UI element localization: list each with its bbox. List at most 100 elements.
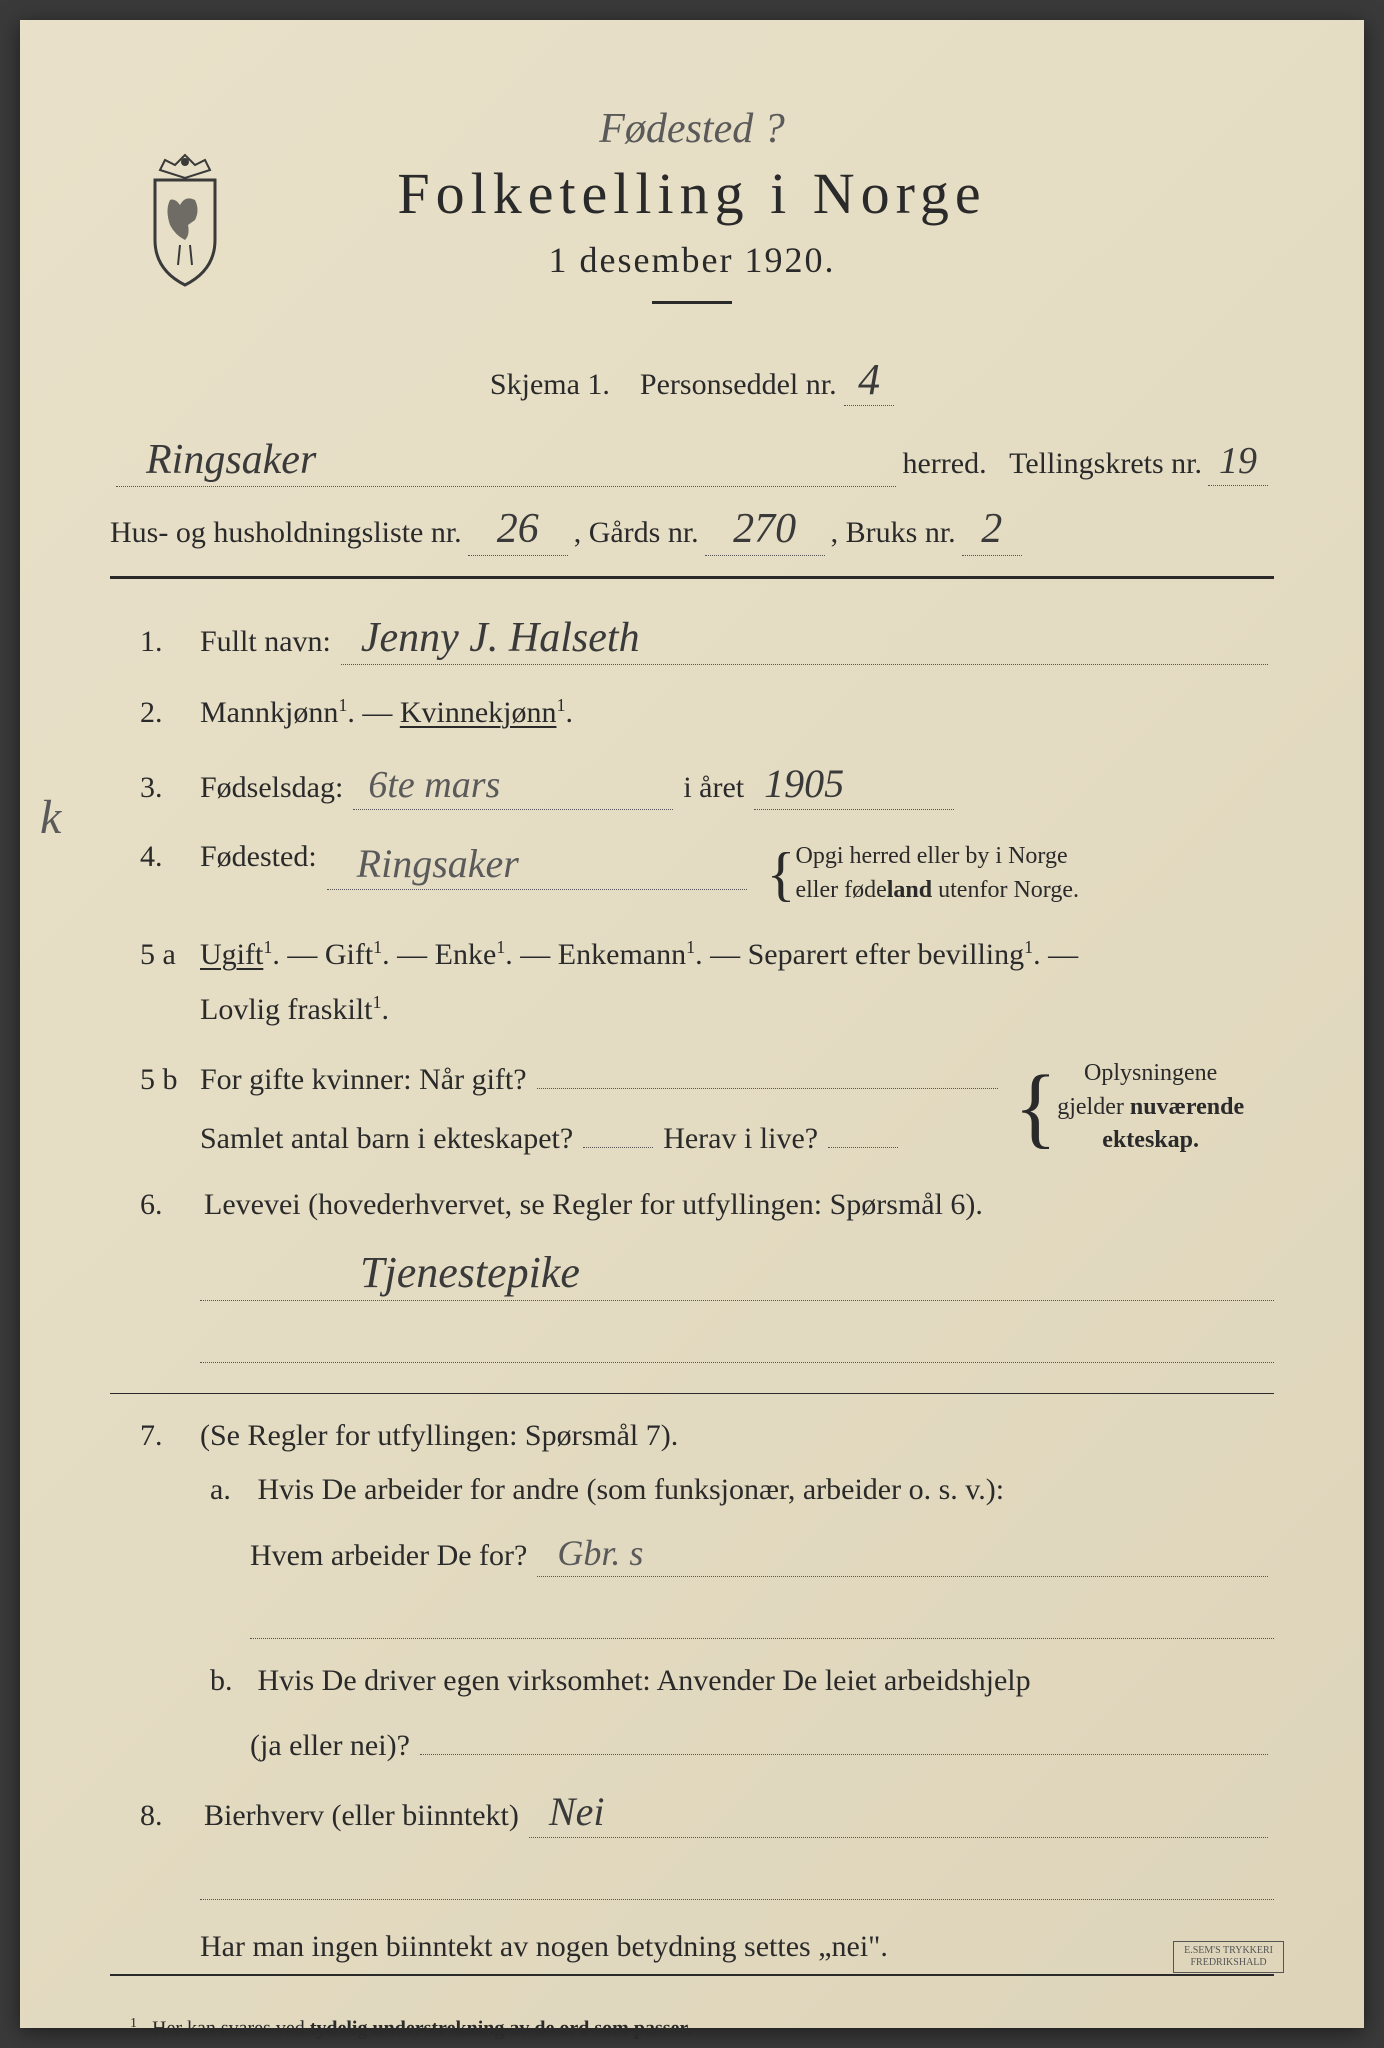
census-form-page: Fødested ? k Folketelling i Norge 1 dese…: [20, 20, 1364, 2028]
question-8: 8. Bierhverv (eller biinntekt) Nei: [140, 1788, 1274, 1900]
q5a-opt2: Gift: [325, 938, 373, 971]
q4-side-note: { Opgi herred eller by i Norge eller fød…: [767, 840, 1079, 907]
question-5a: 5 a Ugift1. — Gift1. — Enke1. — Enkemann…: [140, 937, 1274, 1027]
personseddel-label: Personseddel nr.: [640, 368, 837, 401]
q5a-cont: Lovlig fraskilt: [200, 993, 372, 1026]
stamp-line1: E.SEM'S TRYKKERI: [1184, 1945, 1273, 1957]
q8-num: 8.: [140, 1799, 200, 1833]
top-handwritten-annotation: Fødested ?: [599, 105, 784, 153]
footnote-num: 1: [130, 2016, 137, 2031]
q5a-num: 5 a: [140, 938, 200, 972]
page-subtitle: 1 desember 1920.: [110, 239, 1274, 281]
q5b-note1: Oplysningene: [1057, 1057, 1244, 1091]
form-header-line3: Hus- og husholdningsliste nr. 26 , Gårds…: [110, 505, 1274, 556]
q7a-fill2: [250, 1607, 1274, 1639]
q5b-fill2: [583, 1145, 653, 1148]
q5b-line2: Samlet antal barn i ekteskapet?: [200, 1122, 573, 1156]
q8-label: Bierhverv (eller biinntekt): [204, 1799, 519, 1833]
q5a-opt3: Enke: [435, 938, 497, 971]
q4-note2: eller fødeland utenfor Norge.: [795, 877, 1079, 903]
thin-rule-2: [110, 1974, 1274, 1976]
questions-block: 1. Fullt navn: Jenny J. Halseth 2. Mannk…: [110, 614, 1274, 1964]
q4-note1: Opgi herred eller by i Norge: [795, 840, 1079, 874]
q1-value: Jenny J. Halseth: [341, 614, 1268, 665]
q2-dash: —: [362, 696, 400, 729]
question-4: 4. Fødested: Ringsaker { Opgi herred ell…: [140, 840, 1274, 907]
question-2: 2. Mannkjønn1. — Kvinnekjønn1.: [140, 695, 1274, 730]
question-7b: b. Hvis De driver egen virksomhet: Anven…: [140, 1664, 1274, 1763]
q2-sup1: 1: [338, 695, 347, 715]
stamp-line2: FREDRIKSHALD: [1184, 1957, 1273, 1969]
bottom-note: Har man ingen biinntekt av nogen betydni…: [200, 1930, 1274, 1964]
question-6: 6. Levevei (hovederhvervet, se Regler fo…: [140, 1188, 1274, 1363]
header: Folketelling i Norge 1 desember 1920.: [110, 160, 1274, 304]
q5b-fill1: [537, 1057, 998, 1089]
brace-icon: {: [767, 850, 796, 898]
q7b-label: Hvis De driver egen virksomhet: Anvender…: [258, 1664, 1031, 1697]
q4-num: 4.: [140, 840, 200, 874]
q6-fill2: [200, 1331, 1274, 1363]
q6-num: 6.: [140, 1188, 200, 1222]
question-5b: 5 b For gifte kvinner: Når gift? Samlet …: [140, 1057, 1274, 1158]
q1-num: 1.: [140, 625, 200, 659]
page-title: Folketelling i Norge: [110, 160, 1274, 227]
q6-value: Tjenestepike: [200, 1247, 1274, 1301]
question-7a: a. Hvis De arbeider for andre (som funks…: [140, 1473, 1274, 1639]
q5b-note2: gjelder nuværende: [1057, 1094, 1244, 1120]
question-1: 1. Fullt navn: Jenny J. Halseth: [140, 614, 1274, 665]
skjema-label: Skjema 1.: [490, 368, 610, 401]
herred-label: herred.: [902, 447, 986, 481]
printer-stamp: E.SEM'S TRYKKERI FREDRIKSHALD: [1173, 1941, 1284, 1973]
footnote-text: Her kan svares ved tydelig understreknin…: [152, 2018, 691, 2040]
tellingskrets-label: Tellingskrets nr.: [1009, 447, 1202, 481]
q7a-value: Gbr. s: [537, 1532, 1268, 1577]
q5b-fill3: [828, 1145, 898, 1148]
question-7: 7. (Se Regler for utfyllingen: Spørsmål …: [140, 1419, 1274, 1453]
coat-of-arms-icon: [130, 150, 240, 290]
q7b-fill: [420, 1723, 1268, 1755]
q2-mann: Mannkjønn: [200, 696, 338, 729]
herred-value: Ringsaker: [116, 436, 896, 487]
q7a-label: Hvis De arbeider for andre (som funksjon…: [258, 1473, 1005, 1506]
hus-value: 26: [468, 505, 568, 556]
q5a-opt1: Ugift: [200, 938, 263, 971]
q4-value: Ringsaker: [327, 840, 747, 890]
q1-label: Fullt navn:: [200, 625, 331, 659]
q7a-sub: Hvem arbeider De for?: [250, 1539, 527, 1573]
bruks-label: , Bruks nr.: [831, 516, 956, 550]
q3-year-label: i året: [683, 771, 744, 805]
hus-label: Hus- og husholdningsliste nr.: [110, 516, 462, 550]
q5a-opt4: Enkemann: [558, 938, 686, 971]
q7-label: (Se Regler for utfyllingen: Spørsmål 7).: [200, 1419, 678, 1453]
personseddel-value: 4: [844, 354, 894, 406]
form-header-line1: Skjema 1. Personseddel nr. 4: [110, 354, 1274, 406]
q4-label: Fødested:: [200, 840, 317, 874]
q5a-opt5: Separert efter bevilling: [748, 938, 1025, 971]
q8-fill2: [200, 1868, 1274, 1900]
q3-num: 3.: [140, 771, 200, 805]
brace-icon: {: [1014, 1072, 1057, 1144]
margin-mark: k: [40, 790, 61, 845]
thin-rule-1: [110, 1393, 1274, 1395]
q5b-side-note: { Oplysningene gjelder nuværende ekteska…: [1014, 1057, 1274, 1158]
q8-value: Nei: [529, 1788, 1268, 1838]
q7a-letter: a.: [210, 1473, 250, 1507]
gards-label: , Gårds nr.: [574, 516, 699, 550]
question-3: 3. Fødselsdag: 6te mars i året 1905: [140, 760, 1274, 810]
q3-day: 6te mars: [353, 763, 673, 810]
q7b-letter: b.: [210, 1664, 250, 1698]
separator: [652, 301, 732, 304]
q5b-num: 5 b: [140, 1063, 200, 1097]
q5b-note3: ekteskap.: [1102, 1127, 1199, 1153]
q7b-sub: (ja eller nei)?: [250, 1729, 410, 1763]
q6-label: Levevei (hovederhvervet, se Regler for u…: [204, 1188, 983, 1222]
q5b-line1: For gifte kvinner: Når gift?: [200, 1063, 527, 1097]
q2-sup2: 1: [556, 695, 565, 715]
q5b-mid: Herav i live?: [663, 1122, 818, 1156]
q7-num: 7.: [140, 1419, 200, 1453]
q2-kvinne: Kvinnekjønn: [400, 696, 557, 729]
q2-num: 2.: [140, 696, 200, 730]
thick-rule: [110, 576, 1274, 579]
footnote: 1 Her kan svares ved tydelig understrekn…: [110, 2016, 1274, 2041]
q3-label: Fødselsdag:: [200, 771, 343, 805]
